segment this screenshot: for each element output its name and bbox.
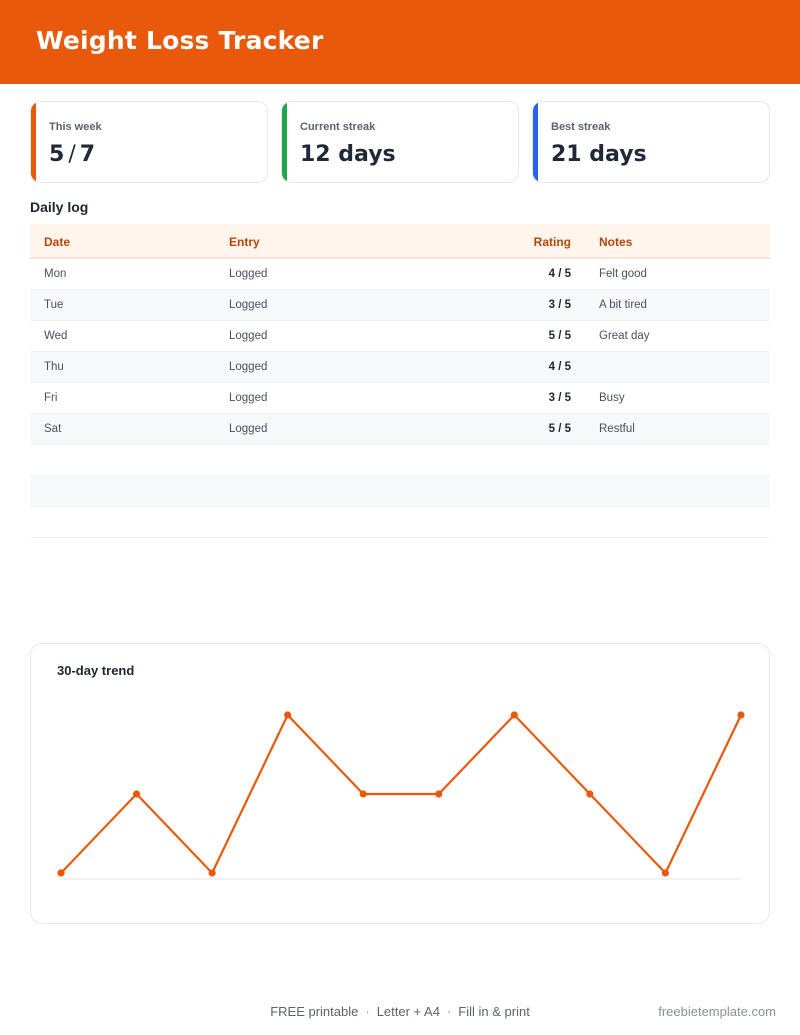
- trend-chart-card: 30-day trend: [30, 643, 770, 924]
- cell-date: Mon: [44, 268, 67, 280]
- cell-entry: Logged: [229, 361, 268, 373]
- cell-notes: Felt good: [599, 268, 647, 280]
- data-point: [284, 711, 292, 719]
- table-row[interactable]: Mon Logged 4 / 5 Felt good: [30, 259, 770, 290]
- data-point: [737, 711, 745, 719]
- cell-notes: Great day: [599, 330, 650, 342]
- table-header: Date Entry Rating Notes: [30, 224, 770, 259]
- stat-card-this-week: This week 5/7: [30, 101, 268, 183]
- accent-bar: [533, 102, 538, 182]
- cell-rating: 4 / 5: [548, 361, 571, 373]
- data-point: [208, 869, 216, 877]
- cell-rating: 5 / 5: [548, 423, 571, 435]
- cell-rating: 3 / 5: [548, 299, 571, 311]
- stat-value-count: 5: [49, 142, 65, 167]
- column-header-date: Date: [44, 235, 71, 249]
- daily-log-table: Date Entry Rating Notes Mon Logged 4 / 5…: [30, 224, 770, 538]
- cell-notes: Busy: [599, 392, 625, 404]
- footer-site-link[interactable]: freebietemplate.com: [658, 1004, 776, 1019]
- stat-card-best-streak: Best streak 21 days: [532, 101, 770, 183]
- table-row-empty[interactable]: [30, 476, 770, 507]
- table-row[interactable]: Wed Logged 5 / 5 Great day: [30, 321, 770, 352]
- stat-value: 12 days: [300, 142, 396, 167]
- data-point: [435, 790, 443, 798]
- data-point: [132, 790, 141, 798]
- cell-notes: A bit tired: [599, 299, 647, 311]
- header-bar: Weight Loss Tracker: [0, 0, 800, 84]
- footer-tagline: FREE printable · Letter + A4 · Fill in & pri…: [0, 1004, 800, 1019]
- cell-notes: Restful: [599, 423, 635, 435]
- cell-rating: 5 / 5: [548, 330, 571, 342]
- accent-bar: [282, 102, 287, 182]
- trend-chart: [57, 711, 745, 880]
- cell-rating: 4 / 5: [548, 268, 571, 280]
- page-title: Weight Loss Tracker: [36, 26, 324, 55]
- table-row[interactable]: Thu Logged 4 / 5: [30, 352, 770, 383]
- stat-value: 21 days: [551, 142, 647, 167]
- footer-item: Letter + A4: [376, 1004, 440, 1019]
- column-header-notes: Notes: [599, 235, 633, 249]
- cell-entry: Logged: [229, 268, 268, 280]
- cell-entry: Logged: [229, 423, 268, 435]
- cell-rating: 3 / 5: [548, 392, 571, 404]
- table-row-empty[interactable]: [30, 507, 770, 538]
- stat-value-total: 7: [79, 142, 96, 167]
- cell-entry: Logged: [229, 330, 268, 342]
- data-point: [661, 869, 670, 877]
- data-point: [586, 790, 594, 798]
- cell-entry: Logged: [229, 392, 268, 404]
- cell-date: Wed: [44, 330, 68, 342]
- cell-date: Fri: [44, 392, 58, 404]
- footer-separator: ·: [365, 1004, 370, 1019]
- stat-label: This week: [49, 121, 102, 133]
- stat-value-slash: /: [68, 142, 76, 167]
- cell-entry: Logged: [229, 299, 268, 311]
- data-point: [510, 711, 518, 719]
- stat-label: Current streak: [300, 121, 376, 133]
- footer-item: FREE printable: [270, 1004, 359, 1019]
- table-row[interactable]: Sat Logged 5 / 5 Restful: [30, 414, 770, 445]
- footer-item: Fill in & print: [458, 1004, 530, 1019]
- series-line: [60, 713, 742, 875]
- daily-log-title: Daily log: [30, 199, 89, 215]
- stat-value: 5/7: [49, 142, 95, 167]
- cell-date: Tue: [44, 299, 64, 311]
- table-row-empty[interactable]: [30, 445, 770, 476]
- cell-date: Sat: [44, 423, 62, 435]
- footer-separator: ·: [446, 1004, 452, 1019]
- column-header-rating: Rating: [533, 235, 571, 249]
- cell-date: Thu: [44, 361, 64, 373]
- data-point: [359, 790, 367, 798]
- stat-label: Best streak: [551, 121, 611, 133]
- accent-bar: [31, 102, 36, 182]
- table-row[interactable]: Fri Logged 3 / 5 Busy: [30, 383, 770, 414]
- column-header-entry: Entry: [229, 235, 260, 249]
- stat-card-current-streak: Current streak 12 days: [281, 101, 519, 183]
- data-point: [57, 869, 65, 877]
- chart-title: 30-day trend: [57, 663, 135, 678]
- table-row[interactable]: Tue Logged 3 / 5 A bit tired: [30, 290, 770, 321]
